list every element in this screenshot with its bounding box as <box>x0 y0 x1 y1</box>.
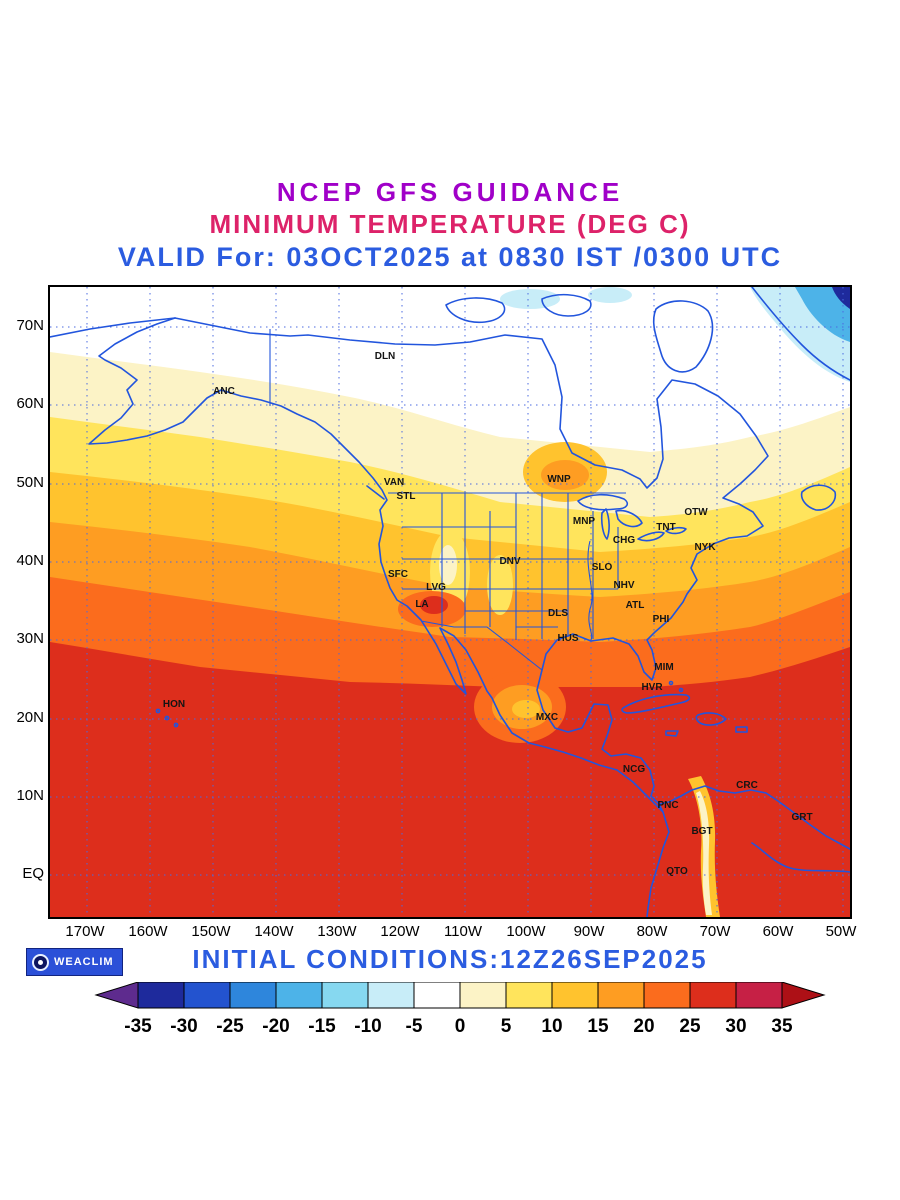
temperature-field <box>50 287 850 917</box>
lat-tick-label: 30N <box>16 630 44 647</box>
colorbar-segment <box>367 982 415 1009</box>
colorbar-tick-label: 5 <box>501 1016 512 1037</box>
city-label: SLO <box>592 562 613 573</box>
map-area: DLN ANC VAN STL WNP MNP CHG TNT OTW NYK DNV SLO SFC N… <box>48 285 852 919</box>
lon-tick-label: 80W <box>636 923 668 940</box>
city-label: HON <box>163 699 185 710</box>
latlon-gridlines <box>50 287 850 917</box>
colorbar-segment <box>551 982 599 1009</box>
city-label: MXC <box>536 712 558 723</box>
map-canvas: DLN ANC VAN STL WNP MNP CHG TNT OTW NYK DNV SLO SFC N… <box>49 286 851 918</box>
lon-tick-label: 100W <box>506 923 546 940</box>
weaclim-logo-badge: WEACLIM <box>26 948 123 976</box>
lon-tick-label: 70W <box>699 923 731 940</box>
colorbar-segment <box>229 982 277 1009</box>
colorbar-tick-label: 15 <box>587 1016 609 1037</box>
title-block: NCEP GFS GUIDANCE MINIMUM TEMPERATURE (D… <box>0 176 900 274</box>
lat-tick-label: 10N <box>16 787 44 804</box>
lon-tick-label: 160W <box>128 923 168 940</box>
city-label: VAN <box>384 477 404 488</box>
colorbar-tick-label: 10 <box>541 1016 562 1037</box>
city-label: TNT <box>656 522 675 533</box>
field-title: MINIMUM TEMPERATURE (DEG C) <box>209 209 691 239</box>
lon-tick-label: 90W <box>573 923 605 940</box>
colorbar-tick-label: -25 <box>216 1016 244 1037</box>
city-label: HUS <box>557 633 578 644</box>
colorbar-segment <box>413 982 461 1009</box>
colorbar-segment <box>275 982 323 1009</box>
colorbar-tick-label: -35 <box>124 1016 152 1037</box>
city-label: ATL <box>626 600 645 611</box>
city-label: DNV <box>499 556 520 567</box>
colorbar-arrow-right <box>781 982 826 1009</box>
colorbar-segment <box>735 982 783 1009</box>
colorbar-tick-label: -10 <box>354 1016 381 1037</box>
lon-tick-label: 150W <box>191 923 231 940</box>
colorbar-segment <box>459 982 507 1009</box>
city-label: NYK <box>694 542 716 553</box>
colorbar-segment <box>183 982 231 1009</box>
colorbar-tick-label: -20 <box>262 1016 289 1037</box>
city-label: CHG <box>613 535 635 546</box>
colorbar-tick-label: 35 <box>771 1016 793 1037</box>
city-label: ANC <box>213 386 235 397</box>
lon-tick-label: 140W <box>254 923 294 940</box>
initial-conditions-line: INITIAL CONDITIONS:12Z26SEP2025 <box>192 944 708 974</box>
colorbar-segment <box>321 982 369 1009</box>
colorbar-tick-label: 25 <box>679 1016 701 1037</box>
city-label: PHI <box>653 614 670 625</box>
lon-tick-label: 120W <box>380 923 420 940</box>
weaclim-logo-text: WEACLIM <box>54 956 114 968</box>
temperature-colorbar: -35 -30 -25 -20 -15 -10 -5 0 5 10 15 20 25 30 35 <box>94 982 826 1037</box>
city-label: NHV <box>613 580 634 591</box>
colorbar-tick-label: 20 <box>633 1016 654 1037</box>
city-label: OTW <box>684 507 708 518</box>
lon-tick-label: 130W <box>317 923 357 940</box>
colorbar-tick-label: 30 <box>725 1016 746 1037</box>
city-label: NCG <box>623 764 645 775</box>
colorbar-tick-label: 0 <box>455 1016 466 1037</box>
city-label: SFC <box>388 569 408 580</box>
lon-tick-label: 110W <box>443 923 483 940</box>
city-label: CRC <box>736 780 758 791</box>
city-label: DLS <box>548 608 568 619</box>
colorbar-arrow-left <box>94 982 139 1009</box>
colorbar-segment <box>597 982 645 1009</box>
city-label: DLN <box>375 351 396 362</box>
lon-tick-label: 60W <box>762 923 794 940</box>
lat-tick-label: EQ <box>22 865 44 882</box>
lon-tick-label: 50W <box>825 923 857 940</box>
colorbar-segment <box>643 982 691 1009</box>
city-label: HVR <box>641 682 663 693</box>
valid-time-line: VALID For: 03OCT2025 at 0830 IST /0300 U… <box>117 242 783 272</box>
city-label: MIM <box>654 662 673 673</box>
city-label: BGT <box>691 826 712 837</box>
city-label: STL <box>397 491 416 502</box>
product-title: NCEP GFS GUIDANCE <box>276 177 624 207</box>
city-labels: DLN ANC VAN STL WNP MNP CHG TNT OTW NYK DNV SLO SFC N… <box>163 351 813 877</box>
coastline <box>49 286 851 918</box>
city-label: MNP <box>573 516 596 527</box>
colorbar-tick-label: -15 <box>308 1016 336 1037</box>
city-label: WNP <box>547 474 571 485</box>
city-label: LVG <box>426 582 446 593</box>
lat-tick-label: 50N <box>16 474 44 491</box>
state-borders <box>269 329 626 671</box>
colorbar-tick-label: -30 <box>170 1016 197 1037</box>
colorbar-segment <box>137 982 185 1009</box>
lat-tick-label: 40N <box>16 552 44 569</box>
lat-tick-label: 60N <box>16 395 44 412</box>
lon-tick-label: 170W <box>65 923 105 940</box>
lat-tick-label: 70N <box>16 317 44 334</box>
city-label: PNC <box>657 800 678 811</box>
lat-tick-label: 20N <box>16 709 44 726</box>
colorbar-segment <box>505 982 553 1009</box>
colorbar-segment <box>689 982 737 1009</box>
colorbar-tick-label: -5 <box>406 1016 423 1037</box>
city-label: QTO <box>666 866 688 877</box>
city-label: LA <box>415 599 428 610</box>
city-label: GRT <box>791 812 812 823</box>
weaclim-logo-icon <box>32 953 49 971</box>
